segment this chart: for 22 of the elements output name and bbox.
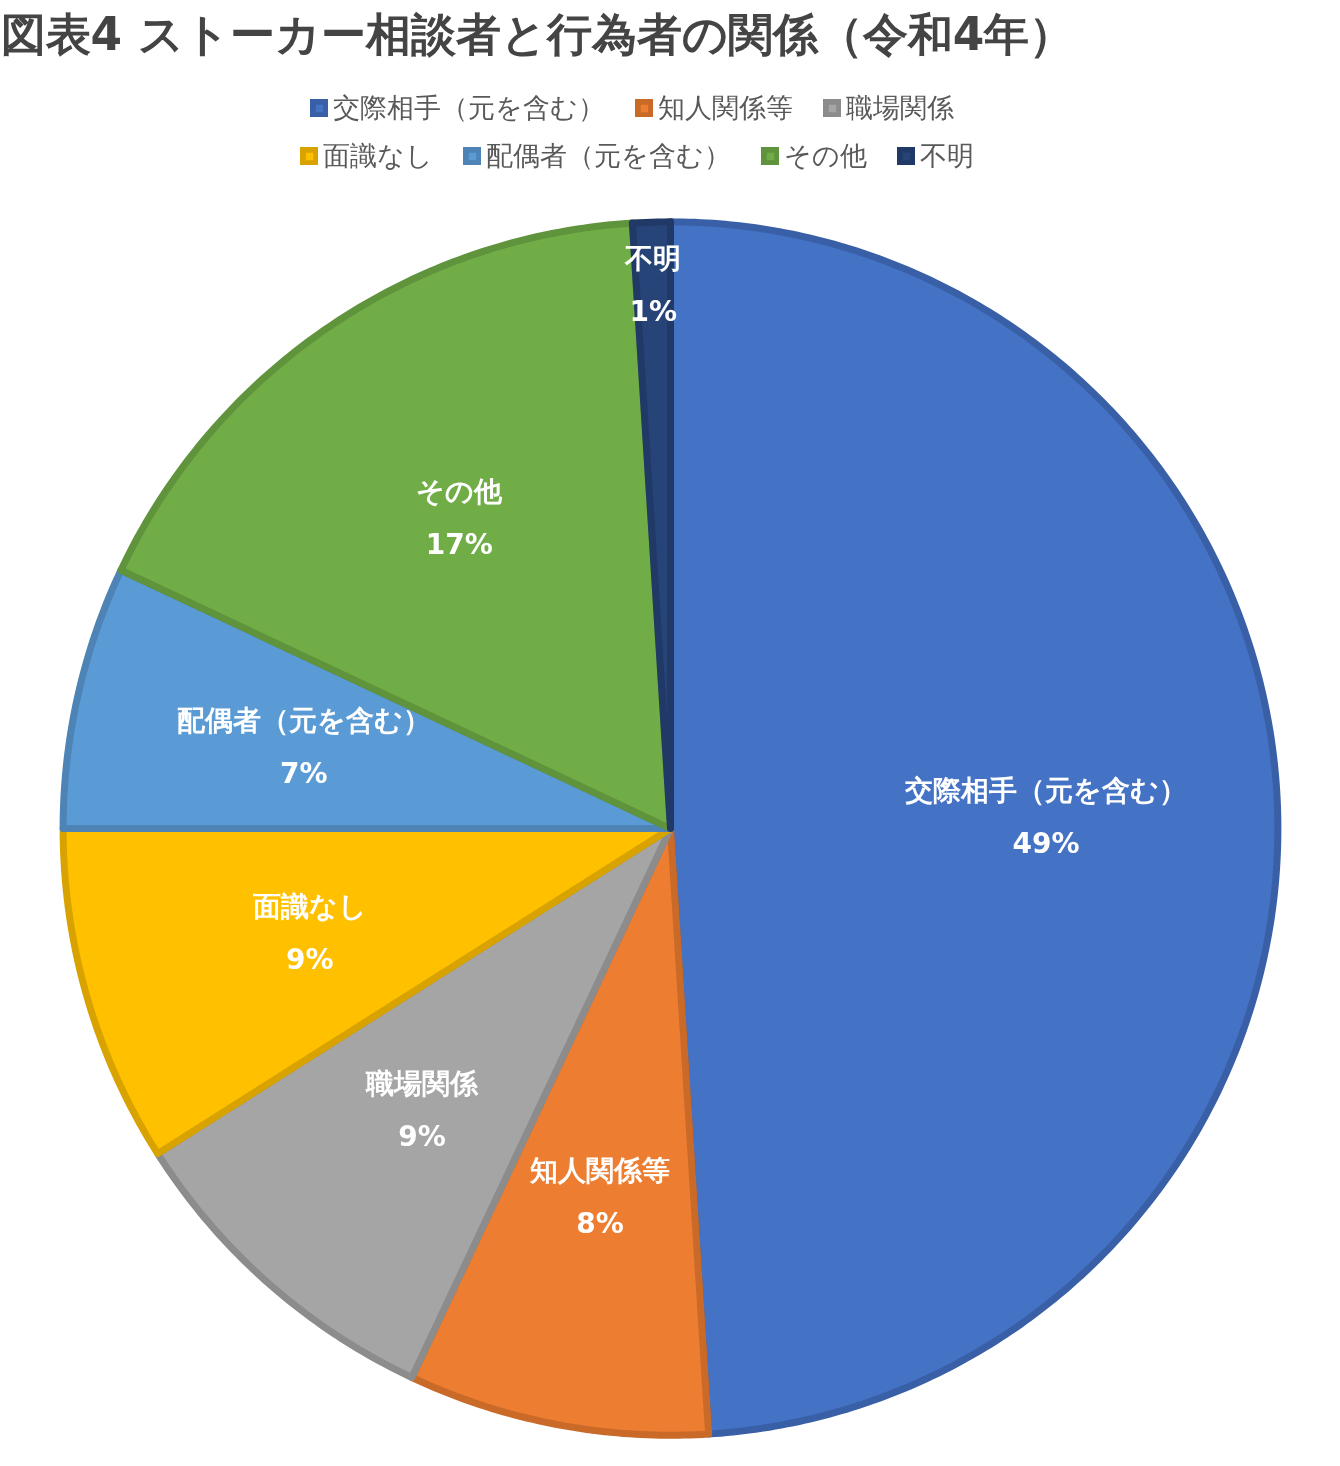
slice-label: 配偶者（元を含む）	[176, 703, 431, 737]
slice-label: 知人関係等	[529, 1154, 671, 1188]
legend-label: 交際相手（元を含む）	[333, 91, 605, 125]
data-label: 7%	[280, 756, 328, 790]
slice-label: 不明	[624, 241, 682, 275]
chart-title: 図表4 ストーカー相談者と行為者の関係（令和4年）	[0, 7, 1075, 61]
legend-label: 職場関係	[846, 91, 954, 125]
slice-label: 職場関係	[365, 1067, 480, 1101]
slice-label: その他	[416, 475, 504, 509]
legend-label: 知人関係等	[658, 91, 793, 125]
legend-label: その他	[784, 139, 867, 173]
legend-label: 配偶者（元を含む）	[486, 139, 731, 173]
data-label: 49%	[1012, 826, 1080, 860]
legend-label: 不明	[920, 139, 974, 173]
slice-label: 交際相手（元を含む）	[904, 773, 1188, 807]
slice-label: 面識なし	[251, 890, 367, 924]
data-label: 9%	[398, 1119, 446, 1153]
data-label: 9%	[285, 943, 334, 977]
data-label: 8%	[576, 1207, 624, 1241]
legend-label: 面識なし	[323, 139, 433, 173]
data-label: 17%	[425, 528, 493, 562]
data-label: 1%	[629, 294, 678, 328]
